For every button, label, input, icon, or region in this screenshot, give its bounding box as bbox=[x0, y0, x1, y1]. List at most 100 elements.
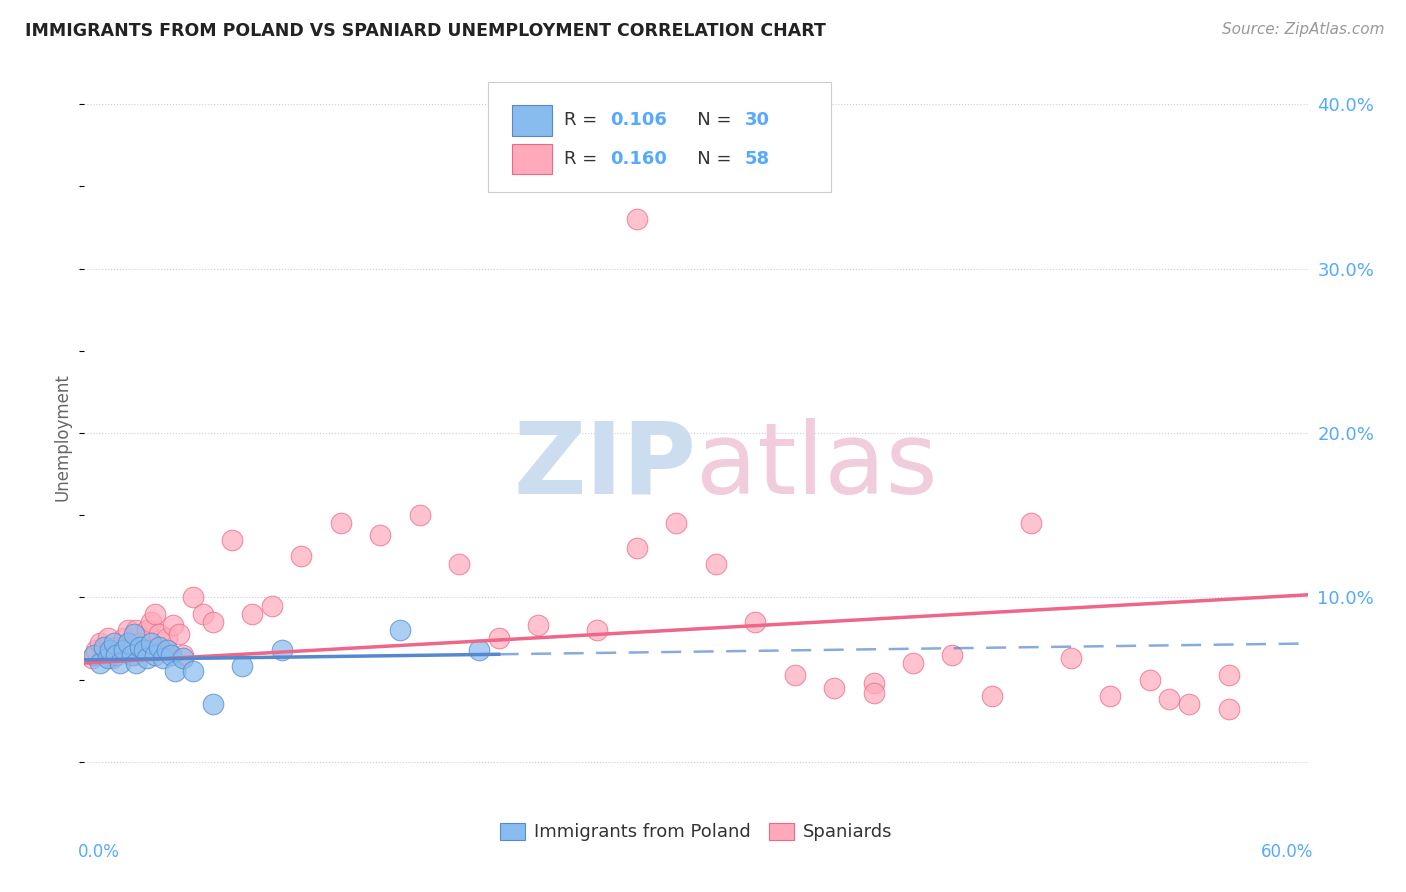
Point bbox=[93, 643, 115, 657]
Point bbox=[156, 632, 179, 646]
Point bbox=[136, 651, 159, 665]
Point bbox=[160, 648, 183, 662]
Point bbox=[191, 607, 214, 621]
Point bbox=[783, 667, 806, 681]
Point bbox=[744, 615, 766, 629]
Point bbox=[980, 689, 1002, 703]
Point bbox=[449, 558, 471, 572]
Point bbox=[368, 528, 391, 542]
Point bbox=[1218, 702, 1240, 716]
Point bbox=[83, 648, 105, 662]
Point bbox=[104, 640, 127, 654]
Text: Source: ZipAtlas.com: Source: ZipAtlas.com bbox=[1222, 22, 1385, 37]
Text: IMMIGRANTS FROM POLAND VS SPANIARD UNEMPLOYMENT CORRELATION CHART: IMMIGRANTS FROM POLAND VS SPANIARD UNEMP… bbox=[25, 22, 827, 40]
Point bbox=[98, 643, 121, 657]
Point bbox=[145, 607, 167, 621]
Point bbox=[231, 659, 253, 673]
Point bbox=[103, 636, 125, 650]
Text: 0.0%: 0.0% bbox=[79, 843, 120, 861]
Point bbox=[128, 640, 150, 654]
Point bbox=[152, 643, 174, 657]
Point bbox=[117, 624, 139, 638]
Point bbox=[148, 626, 170, 640]
Text: N =: N = bbox=[681, 112, 737, 129]
Point bbox=[240, 607, 263, 621]
Point bbox=[862, 686, 884, 700]
FancyBboxPatch shape bbox=[513, 105, 551, 136]
Point bbox=[162, 618, 184, 632]
Point bbox=[181, 665, 204, 679]
Text: 60.0%: 60.0% bbox=[1261, 843, 1313, 861]
Text: atlas: atlas bbox=[696, 417, 938, 515]
Point bbox=[626, 212, 648, 227]
Point bbox=[104, 648, 127, 662]
Point bbox=[122, 626, 145, 640]
Point bbox=[132, 643, 155, 657]
Point bbox=[121, 643, 143, 657]
Point bbox=[93, 640, 115, 654]
Point bbox=[527, 618, 550, 632]
Point bbox=[89, 656, 111, 670]
Point bbox=[329, 516, 352, 531]
Point bbox=[1021, 516, 1043, 531]
Point bbox=[468, 643, 491, 657]
Point bbox=[1099, 689, 1122, 703]
Point bbox=[1060, 651, 1083, 665]
Point bbox=[260, 599, 283, 613]
Point bbox=[862, 675, 884, 690]
Y-axis label: Unemployment: Unemployment bbox=[53, 373, 72, 501]
Point bbox=[181, 591, 204, 605]
Point bbox=[112, 632, 135, 646]
Point bbox=[132, 643, 155, 657]
Point bbox=[148, 640, 170, 654]
Point bbox=[97, 651, 120, 665]
Point bbox=[89, 636, 111, 650]
Point bbox=[1218, 667, 1240, 681]
Point bbox=[167, 626, 190, 640]
Text: 30: 30 bbox=[745, 112, 770, 129]
Legend: Immigrants from Poland, Spaniards: Immigrants from Poland, Spaniards bbox=[492, 815, 900, 848]
Point bbox=[101, 651, 124, 665]
Point bbox=[270, 643, 292, 657]
FancyBboxPatch shape bbox=[513, 144, 551, 175]
Point bbox=[626, 541, 648, 555]
FancyBboxPatch shape bbox=[488, 82, 831, 192]
Point bbox=[152, 651, 174, 665]
Point bbox=[121, 648, 143, 662]
Point bbox=[122, 648, 145, 662]
Point bbox=[108, 643, 131, 657]
Point bbox=[665, 516, 688, 531]
Point bbox=[823, 681, 845, 695]
Point bbox=[141, 615, 163, 629]
Point bbox=[128, 636, 150, 650]
Point bbox=[221, 533, 243, 547]
Point bbox=[941, 648, 963, 662]
Text: R =: R = bbox=[564, 150, 603, 168]
Text: N =: N = bbox=[681, 150, 737, 168]
Point bbox=[82, 651, 104, 665]
Point bbox=[409, 508, 432, 523]
Text: 0.106: 0.106 bbox=[610, 112, 668, 129]
Point bbox=[172, 648, 194, 662]
Text: R =: R = bbox=[564, 112, 603, 129]
Point bbox=[145, 648, 167, 662]
Point bbox=[124, 656, 146, 670]
Point bbox=[172, 651, 194, 665]
Text: 0.160: 0.160 bbox=[610, 150, 668, 168]
Point bbox=[201, 697, 224, 711]
Point bbox=[84, 643, 107, 657]
Point bbox=[1159, 692, 1181, 706]
Point bbox=[201, 615, 224, 629]
Point bbox=[97, 632, 120, 646]
Point bbox=[488, 632, 510, 646]
Point bbox=[165, 665, 187, 679]
Point bbox=[586, 624, 609, 638]
Point bbox=[141, 636, 163, 650]
Point bbox=[136, 624, 159, 638]
Point bbox=[124, 624, 146, 638]
Point bbox=[108, 656, 131, 670]
Point bbox=[156, 643, 179, 657]
Point bbox=[901, 656, 924, 670]
Point bbox=[117, 636, 139, 650]
Point bbox=[389, 624, 412, 638]
